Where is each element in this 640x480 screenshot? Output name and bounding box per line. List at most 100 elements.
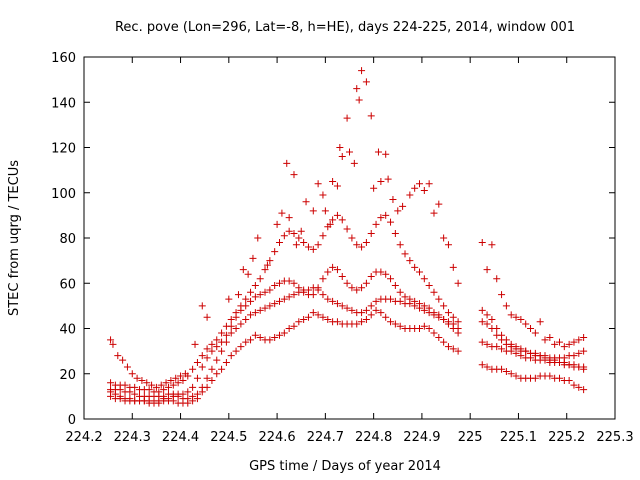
data-point — [435, 200, 443, 208]
data-point — [198, 352, 206, 360]
data-point — [575, 336, 583, 344]
data-point — [440, 338, 448, 346]
data-point — [493, 275, 501, 283]
data-point — [251, 293, 259, 301]
data-point — [314, 311, 322, 319]
data-point — [396, 322, 404, 330]
y-tick-label: 160 — [51, 51, 76, 66]
data-point — [193, 390, 201, 398]
data-point — [353, 286, 361, 294]
data-point — [580, 386, 588, 394]
data-point — [435, 334, 443, 342]
data-point — [498, 331, 506, 339]
data-point — [507, 370, 515, 378]
y-axis-label: STEC from uqrg / TECUs — [7, 160, 22, 316]
data-point — [321, 207, 329, 215]
data-point — [143, 379, 151, 387]
data-point — [531, 374, 539, 382]
data-point — [387, 218, 395, 226]
x-tick-label: 224.7 — [307, 430, 344, 445]
data-point — [415, 325, 423, 332]
data-point — [280, 329, 288, 337]
data-point — [184, 395, 192, 403]
data-point — [266, 257, 274, 265]
data-point — [213, 370, 221, 378]
data-point — [362, 78, 370, 86]
data-point — [377, 309, 385, 317]
data-point — [271, 334, 279, 342]
data-point — [512, 372, 520, 380]
x-tick-label: 224.4 — [162, 430, 199, 445]
data-point — [348, 234, 356, 242]
data-point — [565, 340, 573, 348]
data-point — [367, 229, 375, 237]
data-point — [247, 297, 255, 305]
data-point — [329, 177, 337, 185]
data-point — [355, 96, 363, 104]
series-2 — [107, 284, 588, 405]
data-point — [517, 315, 525, 323]
data-point — [261, 304, 269, 312]
data-point — [155, 388, 163, 396]
data-point — [179, 390, 187, 398]
data-point — [290, 171, 298, 179]
data-point — [350, 159, 358, 167]
data-point — [232, 309, 240, 317]
data-point — [184, 388, 192, 396]
data-point — [406, 295, 414, 303]
data-point — [324, 295, 332, 303]
x-tick-label: 224.9 — [403, 430, 440, 445]
data-point — [242, 338, 250, 346]
data-point — [319, 191, 327, 199]
data-point — [343, 114, 351, 122]
data-point — [244, 270, 252, 278]
data-point — [343, 225, 351, 233]
data-point — [213, 336, 221, 344]
data-point — [261, 288, 269, 296]
data-point — [454, 325, 462, 332]
data-point — [570, 361, 578, 369]
data-point — [358, 243, 366, 251]
data-point — [502, 367, 510, 375]
data-point — [225, 295, 233, 303]
y-axis-ticks: 0 20 40 60 80 100 120 140 160 — [51, 51, 615, 428]
data-point — [336, 144, 344, 151]
data-point — [444, 309, 452, 317]
data-point — [280, 295, 288, 303]
data-point — [314, 180, 322, 188]
data-point — [338, 272, 346, 280]
data-point — [478, 318, 486, 326]
x-tick-label: 224.2 — [65, 430, 102, 445]
data-point — [319, 232, 327, 240]
data-point — [251, 309, 259, 317]
data-point — [189, 392, 197, 400]
data-point — [353, 320, 361, 328]
data-point — [131, 383, 139, 391]
data-point — [145, 386, 153, 394]
data-point — [551, 356, 559, 364]
series-5 — [107, 67, 588, 391]
data-point — [512, 343, 520, 351]
data-point — [203, 374, 211, 382]
data-point — [483, 311, 491, 319]
data-point — [107, 392, 115, 400]
data-point — [411, 263, 419, 271]
data-point — [362, 306, 370, 314]
data-point — [333, 182, 341, 190]
data-point — [512, 313, 520, 321]
data-point — [338, 216, 346, 224]
data-point — [396, 241, 404, 249]
data-point — [329, 216, 337, 224]
data-point — [319, 291, 327, 299]
data-point — [174, 379, 182, 387]
data-point — [387, 295, 395, 303]
data-point — [208, 365, 216, 373]
data-point — [435, 295, 443, 303]
data-point — [290, 279, 298, 287]
data-point — [261, 266, 269, 274]
data-point — [249, 254, 257, 262]
data-point — [498, 365, 506, 373]
data-point — [536, 318, 544, 326]
data-point — [449, 345, 457, 353]
data-point — [152, 383, 160, 391]
